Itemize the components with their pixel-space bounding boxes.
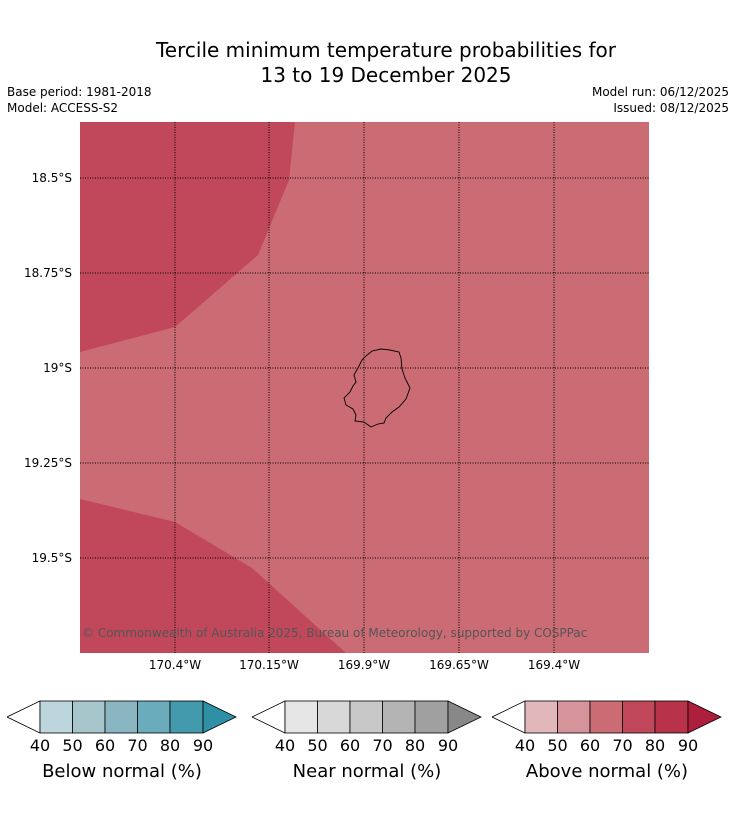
tick-80: 80 (644, 736, 666, 755)
model-run: Model run: 06/12/2025 (591, 85, 729, 99)
colorbar-bin-60-70 (104, 700, 138, 734)
colorbar-bin-70-80 (137, 700, 171, 734)
lat-label-19-5: 19.5°S (31, 551, 72, 565)
meta-right: Model run: 06/12/2025 Issued: 08/12/2025 (592, 84, 729, 116)
tick-50: 50 (62, 736, 83, 755)
tick-80: 80 (404, 736, 426, 755)
lat-label-18-5: 18.5°S (31, 171, 72, 185)
base-period: Base period: 1981-2018 (7, 85, 152, 99)
model-name: Model: ACCESS-S2 (7, 101, 119, 115)
colorbar-extend-high (202, 700, 237, 734)
meta-left: Base period: 1981-2018 Model: ACCESS-S2 (7, 84, 152, 116)
colorbar-label-near: Near normal (%) (292, 761, 442, 782)
tick-50: 50 (547, 736, 568, 755)
title-line-1: Tercile minimum temperature probabilitie… (155, 38, 617, 62)
issued-date: Issued: 08/12/2025 (613, 101, 729, 115)
colorbar-bin-60-70 (349, 700, 383, 734)
colorbar-bin-40-50 (524, 700, 558, 734)
colorbar-bin-70-80 (382, 700, 416, 734)
lon-label-169-65: 169.65°W (429, 658, 489, 672)
forecast-map[interactable]: © Commonwealth of Australia 2025, Bureau… (80, 122, 649, 653)
colorbar-ticks: 40 50 60 70 80 90 (7, 736, 237, 756)
colorbar-bin-70-80 (622, 700, 656, 734)
colorbar-extend-low (252, 700, 286, 734)
colorbar-bin-40-50 (284, 700, 318, 734)
lon-label-169-9: 169.9°W (337, 658, 391, 672)
colorbar-label-above: Above normal (%) (525, 761, 689, 782)
graticule-lines (80, 122, 649, 653)
tick-50: 50 (307, 736, 328, 755)
colorbar-bin-40-50 (39, 700, 73, 734)
niue-coastline (343, 348, 411, 428)
colorbar-ticks: 40 50 60 70 80 90 (492, 736, 722, 756)
colorbar-bin-50-60 (557, 700, 591, 734)
colorbar-swatches (252, 700, 482, 734)
colorbar-bin-80-90 (414, 700, 449, 734)
title-line-2: 13 to 19 December 2025 (260, 63, 512, 87)
tick-80: 80 (159, 736, 181, 755)
tick-90: 90 (192, 736, 214, 755)
tick-90: 90 (437, 736, 459, 755)
colorbar-bin-60-70 (589, 700, 623, 734)
lon-label-170-4: 170.4°W (148, 658, 202, 672)
tick-70: 70 (372, 736, 393, 755)
tick-60: 60 (339, 736, 361, 755)
copyright-notice: © Commonwealth of Australia 2025, Bureau… (82, 626, 588, 640)
colorbar-bin-80-90 (169, 700, 204, 734)
map-canvas (80, 122, 649, 653)
tick-60: 60 (579, 736, 601, 755)
tick-70: 70 (612, 736, 633, 755)
tick-40: 40 (274, 736, 296, 755)
lat-label-19: 19°S (43, 361, 72, 375)
colorbar-bin-80-90 (654, 700, 689, 734)
colorbar-ticks: 40 50 60 70 80 90 (252, 736, 482, 756)
colorbar-bin-50-60 (72, 700, 106, 734)
lon-label-169-4: 169.4°W (527, 658, 581, 672)
tick-70: 70 (127, 736, 148, 755)
tick-90: 90 (677, 736, 699, 755)
colorbar-label-below: Below normal (%) (42, 761, 202, 782)
colorbar-extend-low (492, 700, 526, 734)
colorbar-swatches (7, 700, 237, 734)
map-title: Tercile minimum temperature probabilitie… (0, 38, 736, 88)
colorbar-above-normal: 40 50 60 70 80 90 Above normal (%) (492, 700, 722, 790)
lat-label-18-75: 18.75°S (24, 266, 72, 280)
tick-40: 40 (514, 736, 536, 755)
colorbar-bin-50-60 (317, 700, 351, 734)
lon-label-170-15: 170.15°W (239, 658, 299, 672)
colorbar-extend-high (687, 700, 722, 734)
colorbar-swatches (492, 700, 722, 734)
region-above-70-80-southwest (80, 499, 346, 653)
tick-60: 60 (94, 736, 116, 755)
colorbar-below-normal: 40 50 60 70 80 90 Below normal (%) (7, 700, 237, 790)
lat-label-19-25: 19.25°S (24, 456, 72, 470)
colorbar-extend-low (7, 700, 41, 734)
region-above-70-80-northwest (80, 122, 295, 352)
colorbar-near-normal: 40 50 60 70 80 90 Near normal (%) (252, 700, 482, 790)
colorbar-extend-high (447, 700, 482, 734)
tick-40: 40 (29, 736, 51, 755)
